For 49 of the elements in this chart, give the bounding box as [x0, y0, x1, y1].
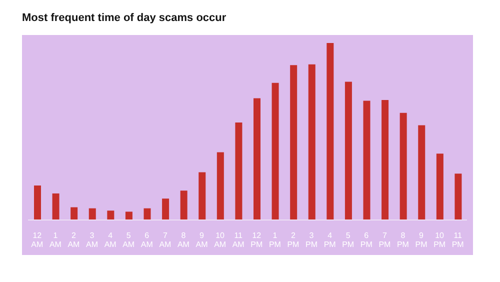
- x-tick-label: 3 AM: [86, 231, 98, 249]
- x-tick-label: 4 PM: [324, 231, 336, 249]
- x-tick-label: 9 PM: [415, 231, 428, 249]
- bar: [344, 82, 352, 220]
- bar: [454, 174, 462, 220]
- bar: [272, 82, 279, 220]
- bar: [88, 208, 96, 220]
- x-tick-label: 1 AM: [49, 231, 62, 249]
- x-tick-label: 6 AM: [140, 231, 154, 249]
- x-tick-label: 4 AM: [104, 231, 117, 249]
- bar: [326, 43, 334, 220]
- bar: [34, 185, 41, 220]
- bar: [144, 208, 151, 220]
- x-tick-label: 12 AM: [31, 231, 44, 249]
- x-tick-label: 6 PM: [360, 231, 373, 249]
- x-tick-label: 12 PM: [250, 231, 263, 249]
- bar: [436, 154, 444, 220]
- bar: [70, 207, 78, 220]
- x-tick-label: 10 PM: [434, 231, 446, 249]
- x-tick-label: 2 AM: [68, 231, 80, 249]
- bar: [107, 210, 114, 220]
- x-tick-label: 1 PM: [268, 231, 282, 249]
- x-tick-label: 9 AM: [196, 231, 208, 249]
- bar: [308, 64, 316, 220]
- x-tick-label: 5 AM: [122, 231, 135, 249]
- chart-title: Most frequent time of day scams occur: [22, 12, 226, 24]
- x-tick-label: 10 AM: [214, 231, 226, 249]
- x-tick-label: 7 PM: [378, 231, 392, 249]
- bar: [180, 190, 188, 220]
- bar: [363, 100, 370, 220]
- bar: [290, 65, 298, 220]
- bar: [125, 212, 132, 220]
- bar: [382, 100, 389, 220]
- bar: [198, 172, 206, 220]
- bar: [400, 112, 407, 220]
- bar: [254, 98, 260, 220]
- bar: [235, 122, 242, 220]
- x-tick-label: 8 PM: [396, 231, 410, 249]
- bar: [216, 152, 224, 220]
- x-tick-label: 8 AM: [177, 231, 190, 249]
- bar: [418, 125, 426, 220]
- x-tick-label: 3 PM: [306, 231, 318, 249]
- x-tick-label: 2 PM: [287, 231, 300, 249]
- bar: [52, 193, 60, 220]
- x-tick-label: 11 PM: [452, 231, 464, 249]
- x-tick-label: 11 AM: [232, 231, 245, 249]
- x-tick-label: 7 AM: [159, 231, 172, 249]
- x-tick-label: 5 PM: [342, 231, 354, 249]
- bar: [162, 198, 170, 220]
